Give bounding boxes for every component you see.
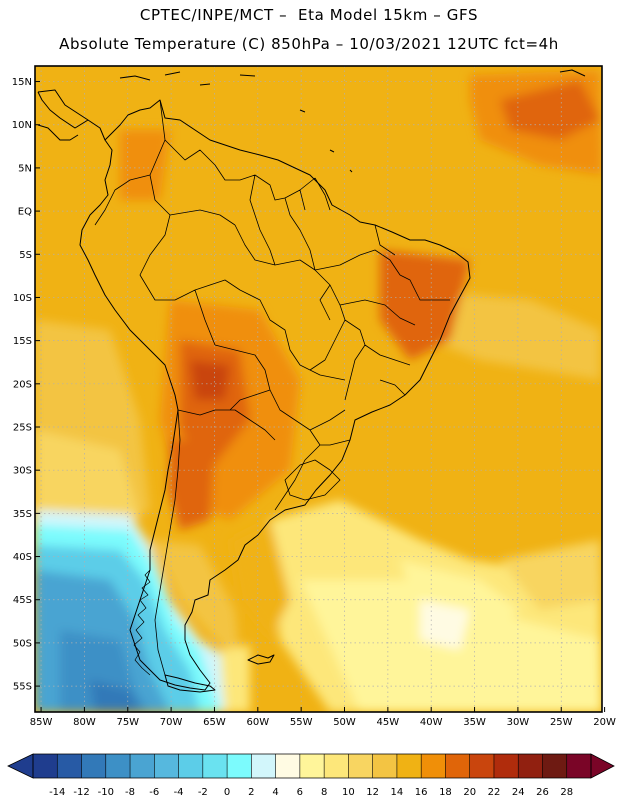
- colorbar-tick-label: -8: [125, 787, 135, 798]
- colorbar-swatch: [227, 754, 252, 778]
- colorbar-swatch: [251, 754, 276, 778]
- colorbar-tick-label: 8: [321, 787, 327, 798]
- colorbar-swatch: [493, 754, 519, 778]
- lon-label: 65W: [203, 717, 226, 728]
- colorbar-swatch: [57, 754, 82, 778]
- central-america-coastline: [37, 91, 89, 141]
- colorbar-tick-label: 10: [342, 787, 355, 798]
- lon-label: 70W: [160, 717, 183, 728]
- tierra-del-fuego: [164, 674, 216, 693]
- lat-label: 30S: [13, 466, 32, 477]
- colorbar-swatch: [518, 754, 543, 778]
- lat-label: 50S: [13, 638, 32, 649]
- colorbar-swatch: [202, 754, 228, 778]
- lon-label: 45W: [377, 717, 400, 728]
- colorbar-swatch: [542, 754, 568, 778]
- colorbar-swatch: [324, 754, 349, 778]
- colorbar-swatch: [299, 754, 325, 778]
- colorbar-tick-label: 4: [272, 787, 278, 798]
- map-title-line-2: Absolute Temperature (C) 850hPa – 10/03/…: [59, 35, 559, 53]
- colorbar-tick-label: -10: [98, 787, 114, 798]
- colorbar-high-arrow: [590, 753, 615, 779]
- colorbar-swatch: [275, 754, 301, 778]
- colorbar-swatch: [130, 754, 155, 778]
- lat-label: 5N: [18, 163, 32, 174]
- argentina-chile-border: [154, 409, 181, 676]
- lat-lon-grid: [35, 66, 602, 712]
- colorbar-tick-label: 26: [536, 787, 549, 798]
- colorbar-tick-label: 6: [297, 787, 303, 798]
- lat-label: 10S: [13, 293, 32, 304]
- colorbar-tick-label: 12: [366, 787, 379, 798]
- lon-label: 85W: [30, 717, 53, 728]
- colorbar-tick-label: 20: [463, 787, 476, 798]
- colorbar-swatch: [421, 754, 446, 778]
- caribbean-islands: [119, 69, 586, 173]
- lon-label: 40W: [420, 717, 443, 728]
- colorbar-swatch: [445, 754, 470, 778]
- lon-label: 60W: [246, 717, 269, 728]
- lat-label: 15S: [13, 336, 32, 347]
- colorbar-swatch: [154, 754, 179, 778]
- colorbar-tick-label: 0: [224, 787, 230, 798]
- lon-label: 50W: [333, 717, 356, 728]
- colorbar-low-arrow: [7, 753, 34, 779]
- lat-label: 25S: [13, 423, 32, 434]
- lat-label: 15N: [12, 77, 32, 88]
- longitude-labels: 85W 80W 75W 70W 65W 60W 55W 50W 45W 40W 35W 30W 25W 2…: [30, 707, 616, 728]
- colorbar-tick-label: 24: [512, 787, 525, 798]
- lat-label: 35S: [13, 509, 32, 520]
- uruguay-border: [284, 459, 341, 501]
- colorbar-swatch: [178, 754, 204, 778]
- temperature-field: [35, 66, 602, 712]
- colorbar-swatch: [105, 754, 131, 778]
- latitude-labels: 15N 10N 5N EQ 5S 10S 15S 20S 25S 30S 35S 40S 45S 50S 5…: [12, 77, 40, 693]
- country-borders: [94, 99, 450, 511]
- falkland-islands: [247, 654, 275, 665]
- lon-label: 20W: [593, 717, 616, 728]
- map-title-line-1: CPTEC/INPE/MCT – Eta Model 15km – GFS: [139, 6, 479, 24]
- colorbar-swatch: [372, 754, 398, 778]
- lat-label: 55S: [13, 682, 32, 693]
- colorbar-tick-label: -14: [49, 787, 65, 798]
- lon-label: 55W: [290, 717, 313, 728]
- colorbar-tick-label: 28: [560, 787, 573, 798]
- colorbar-tick-label: 14: [391, 787, 404, 798]
- colorbar-tick-labels: -14 -12 -10 -8 -6 -4 -2 0 2 4 6 8 10 12 14 16 18 20 22 24 26…: [49, 787, 573, 798]
- coastlines: [37, 69, 586, 693]
- colorbar-swatch: [396, 754, 422, 778]
- colorbar-swatch: [81, 754, 107, 778]
- colorbar-tick-label: -4: [174, 787, 184, 798]
- lon-label: 30W: [507, 717, 530, 728]
- chile-fjords: [133, 569, 151, 676]
- temperature-colorbar: [7, 753, 615, 779]
- colorbar-tick-label: 16: [415, 787, 428, 798]
- lat-label: 20S: [13, 379, 32, 390]
- colorbar-tick-label: -12: [73, 787, 89, 798]
- colorbar-tick-label: -6: [149, 787, 159, 798]
- lat-label: 40S: [13, 552, 32, 563]
- lat-label: 45S: [13, 595, 32, 606]
- lat-label: 5S: [19, 250, 32, 261]
- colorbar-swatch: [348, 754, 373, 778]
- lon-label: 75W: [116, 717, 139, 728]
- map-frame: [34, 65, 603, 713]
- lat-label: 10N: [12, 120, 32, 131]
- colorbar-tick-label: 18: [439, 787, 452, 798]
- colorbar-tick-label: 22: [488, 787, 501, 798]
- lat-label: EQ: [18, 207, 32, 218]
- colorbar-tick-label: 2: [248, 787, 254, 798]
- lon-label: 35W: [463, 717, 486, 728]
- lon-label: 25W: [550, 717, 573, 728]
- colorbar-swatch: [469, 754, 495, 778]
- south-america-coastline: [37, 89, 471, 691]
- colorbar-tick-label: -2: [198, 787, 208, 798]
- colorbar-swatch: [566, 754, 592, 778]
- colorbar-swatch: [33, 754, 58, 778]
- lon-label: 80W: [73, 717, 96, 728]
